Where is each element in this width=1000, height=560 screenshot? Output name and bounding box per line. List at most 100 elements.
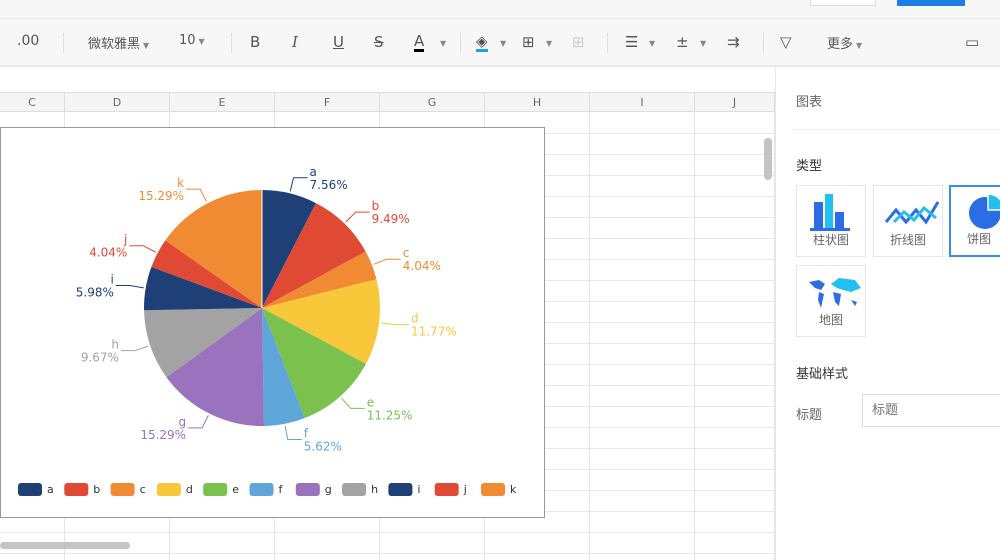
chart-settings-panel: 图表 类型 柱状图 折线图 饼图 地图 基础样式 标题 [775, 67, 1000, 560]
chart-type-line[interactable]: 折线图 [873, 185, 943, 257]
legend-swatch-f[interactable] [249, 483, 274, 496]
legend-swatch-h[interactable] [342, 483, 367, 496]
column-header-H[interactable]: H [485, 93, 590, 112]
legend-swatch-g[interactable] [295, 483, 320, 496]
legend-swatch-b[interactable] [64, 483, 89, 496]
font-size-select[interactable]: 10 ▼ [179, 33, 205, 48]
top-button-secondary[interactable] [810, 0, 876, 6]
comment-icon[interactable]: ▭ [965, 33, 980, 51]
pie-chart[interactable]: a 7.56% b 9.49% c 4.04% d 11.77% e 11.25% f 5.62% g 1… [0, 127, 545, 518]
font-select[interactable]: 微软雅黑 ▼ [88, 33, 149, 52]
pie-slice-a[interactable] [262, 190, 316, 308]
legend-label-i[interactable]: i [417, 483, 420, 496]
slice-percent-label: 5.98% [76, 286, 114, 300]
chevron-down-icon: ▼ [143, 41, 150, 50]
panel-header: 图表 [796, 95, 823, 110]
grid-line [0, 532, 775, 533]
chart-type-label: 柱状图 [812, 233, 849, 247]
legend-label-h[interactable]: h [371, 483, 378, 496]
slice-percent-label: 4.04% [403, 259, 441, 273]
legend-label-c[interactable]: c [140, 483, 146, 496]
column-header-J[interactable]: J [695, 93, 775, 112]
filter-icon[interactable]: ▽ [780, 33, 792, 51]
pie-slice-g[interactable] [166, 308, 265, 427]
leader-line [188, 415, 209, 429]
legend-swatch-c[interactable] [110, 483, 135, 496]
font-size-value: 10 [179, 33, 196, 48]
slice-percent-label: 11.77% [411, 325, 457, 339]
underline-button[interactable]: U [333, 33, 344, 51]
slice-percent-label: 9.49% [372, 212, 410, 226]
pie-slice-b[interactable] [262, 203, 366, 308]
pie-chart-svg: a7.56%b9.49%c4.04%d11.77%e11.25%f5.62%g1… [18, 165, 517, 496]
pie-slice-d[interactable] [262, 279, 380, 364]
grid-line [774, 112, 775, 560]
basic-style-label: 基础样式 [796, 367, 849, 382]
pie-slice-i[interactable] [144, 266, 262, 311]
legend-label-f[interactable]: f [279, 483, 284, 496]
column-header-F[interactable]: F [275, 93, 380, 112]
legend-swatch-d[interactable] [156, 483, 181, 496]
grid-line [0, 553, 775, 554]
column-header-C[interactable]: C [0, 93, 65, 112]
slice-percent-label: 4.04% [89, 246, 127, 260]
legend-label-e[interactable]: e [232, 483, 239, 496]
chart-type-pie[interactable]: 饼图 [949, 185, 1000, 257]
top-button-primary[interactable] [897, 0, 965, 6]
legend-swatch-e[interactable] [203, 483, 228, 496]
column-header-I[interactable]: I [590, 93, 695, 112]
italic-button[interactable]: I [292, 33, 298, 51]
more-button[interactable]: 更多 ▼ [827, 33, 862, 52]
decimal-button[interactable]: .00 [17, 33, 40, 49]
border-icon[interactable]: ⊞ [522, 33, 535, 51]
slice-percent-label: 5.62% [304, 439, 342, 453]
pie-slice-f[interactable] [262, 308, 305, 426]
align-icon[interactable]: ☰ [625, 33, 639, 51]
legend-label-g[interactable]: g [325, 483, 332, 496]
merge-cells-icon[interactable]: ⊞ [572, 33, 585, 51]
vertical-scrollbar[interactable] [764, 138, 772, 180]
slice-name-label: f [304, 426, 309, 440]
legend-label-k[interactable]: k [510, 483, 517, 496]
strikethrough-button[interactable]: S [374, 33, 384, 51]
legend-label-j[interactable]: j [463, 483, 467, 496]
world-map-icon [809, 278, 861, 308]
chart-type-label: 地图 [818, 313, 843, 327]
legend-label-d[interactable]: d [186, 483, 193, 496]
legend-label-b[interactable]: b [93, 483, 100, 496]
legend-swatch-a[interactable] [18, 483, 42, 496]
column-header-E[interactable]: E [170, 93, 275, 112]
legend-swatch-j[interactable] [434, 483, 459, 496]
column-header-D[interactable]: D [65, 93, 170, 112]
pie-slice-h[interactable] [144, 308, 262, 378]
slice-percent-label: 11.25% [367, 408, 413, 422]
chart-type-label: 饼图 [966, 232, 991, 246]
pie-slice-k[interactable] [165, 190, 262, 308]
horizontal-scrollbar[interactable] [0, 542, 130, 549]
bold-button[interactable]: B [250, 33, 261, 51]
wrap-text-icon[interactable]: ⇉ [727, 33, 740, 51]
bar-chart-icon [810, 194, 850, 231]
pie-slice-c[interactable] [262, 251, 377, 308]
slice-percent-label: 15.29% [138, 189, 184, 203]
slice-name-label: e [367, 395, 374, 409]
legend-swatch-i[interactable] [388, 483, 413, 496]
slice-name-label: i [111, 273, 114, 287]
chart-type-map[interactable]: 地图 [796, 265, 866, 337]
leader-line [289, 177, 308, 192]
font-color-button[interactable]: A [414, 32, 425, 52]
fill-color-icon[interactable]: ◈ [476, 32, 488, 52]
pie-slice-j[interactable] [151, 240, 262, 308]
leader-line [345, 211, 370, 223]
title-input[interactable] [862, 394, 1000, 427]
chart-type-bar[interactable]: 柱状图 [796, 185, 866, 257]
column-header-G[interactable]: G [380, 93, 485, 112]
legend-label-a[interactable]: a [47, 483, 54, 496]
vertical-align-icon[interactable]: ± [676, 33, 689, 51]
slice-name-label: h [111, 338, 119, 352]
pie-slice-e[interactable] [262, 308, 366, 419]
legend-swatch-k[interactable] [481, 483, 505, 496]
type-label: 类型 [796, 159, 823, 174]
leader-line [186, 188, 207, 202]
